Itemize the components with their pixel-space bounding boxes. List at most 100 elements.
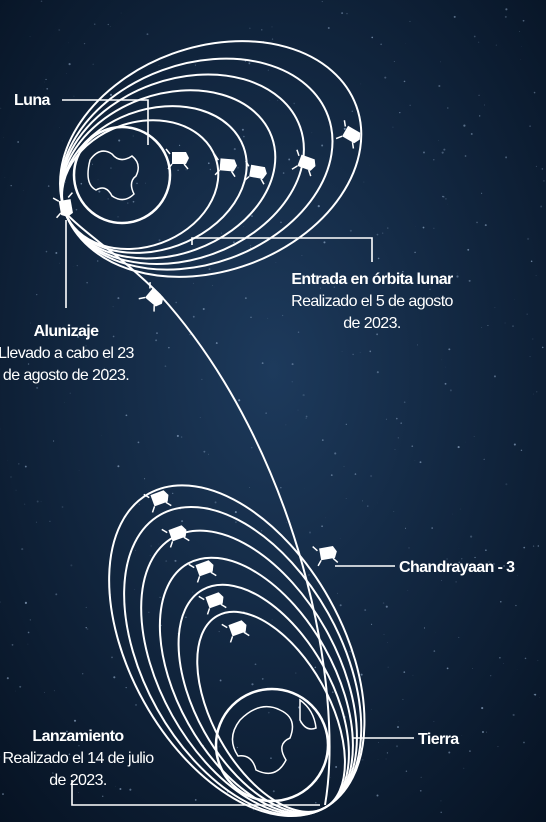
star: [522, 19, 525, 22]
star: [297, 409, 299, 411]
star: [403, 671, 406, 673]
star: [305, 417, 307, 419]
star: [203, 450, 206, 453]
star: [48, 338, 49, 339]
star: [453, 15, 456, 18]
star: [62, 349, 64, 351]
star: [543, 180, 545, 182]
star: [243, 226, 245, 227]
star: [438, 140, 439, 141]
spacecraft: [243, 160, 267, 185]
star: [293, 102, 295, 105]
star: [275, 261, 277, 263]
star: [364, 609, 367, 611]
star: [261, 362, 264, 365]
spacecraft-body: [297, 154, 316, 171]
star: [317, 205, 320, 208]
star: [285, 424, 287, 426]
spacecraft-body: [58, 199, 73, 217]
star: [22, 190, 24, 191]
star: [193, 282, 194, 284]
moon: [72, 125, 172, 225]
star: [376, 794, 379, 797]
star: [409, 20, 411, 22]
star: [21, 548, 24, 551]
star: [408, 547, 410, 549]
star: [117, 297, 120, 300]
star: [211, 284, 214, 287]
star: [164, 365, 167, 367]
star: [392, 126, 394, 128]
spacecraft-body: [145, 288, 164, 307]
star: [297, 331, 300, 333]
star: [36, 386, 39, 389]
star: [102, 795, 104, 798]
star: [66, 730, 68, 733]
star: [385, 605, 388, 608]
spacecraft: [221, 620, 250, 643]
star: [370, 474, 373, 478]
star: [268, 711, 270, 714]
star: [395, 278, 398, 281]
star: [235, 521, 237, 523]
star: [361, 500, 363, 502]
star: [470, 132, 473, 135]
star: [42, 334, 43, 335]
star: [165, 560, 168, 562]
star: [317, 781, 319, 783]
star: [61, 506, 64, 508]
star: [419, 789, 422, 792]
spacecraft: [52, 192, 73, 219]
star: [481, 706, 484, 710]
star: [10, 185, 12, 187]
star: [420, 776, 422, 779]
star: [277, 100, 279, 101]
star: [29, 36, 31, 37]
star: [261, 530, 263, 532]
star: [483, 458, 485, 460]
star: [433, 159, 435, 161]
star: [254, 663, 257, 666]
star: [260, 29, 263, 31]
star: [512, 713, 515, 716]
star: [513, 443, 516, 446]
star: [180, 436, 183, 438]
star: [85, 626, 87, 629]
star: [540, 205, 543, 208]
star: [27, 643, 29, 645]
star: [113, 676, 116, 679]
star: [330, 474, 333, 477]
star: [249, 27, 251, 30]
star: [367, 505, 369, 507]
spacecraft: [143, 490, 172, 513]
star: [446, 558, 448, 560]
star: [280, 221, 282, 224]
star: [18, 463, 20, 465]
star: [349, 650, 352, 653]
star: [202, 308, 205, 311]
star: [220, 232, 222, 234]
star: [199, 417, 201, 419]
star: [272, 790, 275, 793]
star: [127, 202, 129, 204]
star: [321, 144, 324, 147]
star: [192, 315, 195, 318]
star: [401, 270, 404, 273]
star: [109, 26, 111, 28]
star: [109, 93, 113, 96]
star: [207, 162, 210, 165]
star: [376, 371, 379, 374]
star: [58, 28, 61, 31]
star: [311, 132, 313, 134]
star: [237, 166, 239, 169]
star: [479, 115, 481, 117]
star: [536, 391, 538, 393]
star: [516, 574, 518, 576]
star: [515, 604, 517, 607]
star: [385, 418, 387, 420]
star: [171, 492, 174, 495]
star: [80, 182, 83, 185]
spacecraft-body: [342, 125, 361, 144]
star: [520, 449, 523, 452]
star: [112, 335, 115, 338]
